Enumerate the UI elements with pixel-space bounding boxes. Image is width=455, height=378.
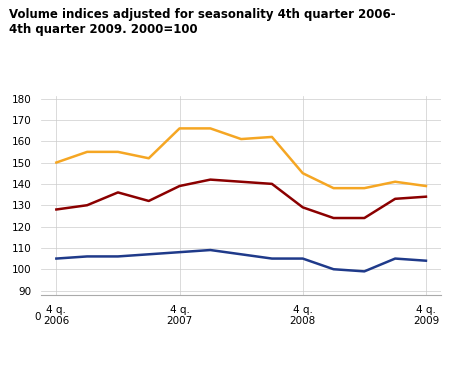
Text: 0: 0 (35, 312, 41, 322)
Text: Volume indices adjusted for seasonality 4th quarter 2006-
4th quarter 2009. 2000: Volume indices adjusted for seasonality … (9, 8, 396, 36)
Legend: Imports excl.ships
and oil platforms, Exports excl. crude oil
and natural gas, E: Imports excl.ships and oil platforms, Ex… (59, 375, 424, 378)
